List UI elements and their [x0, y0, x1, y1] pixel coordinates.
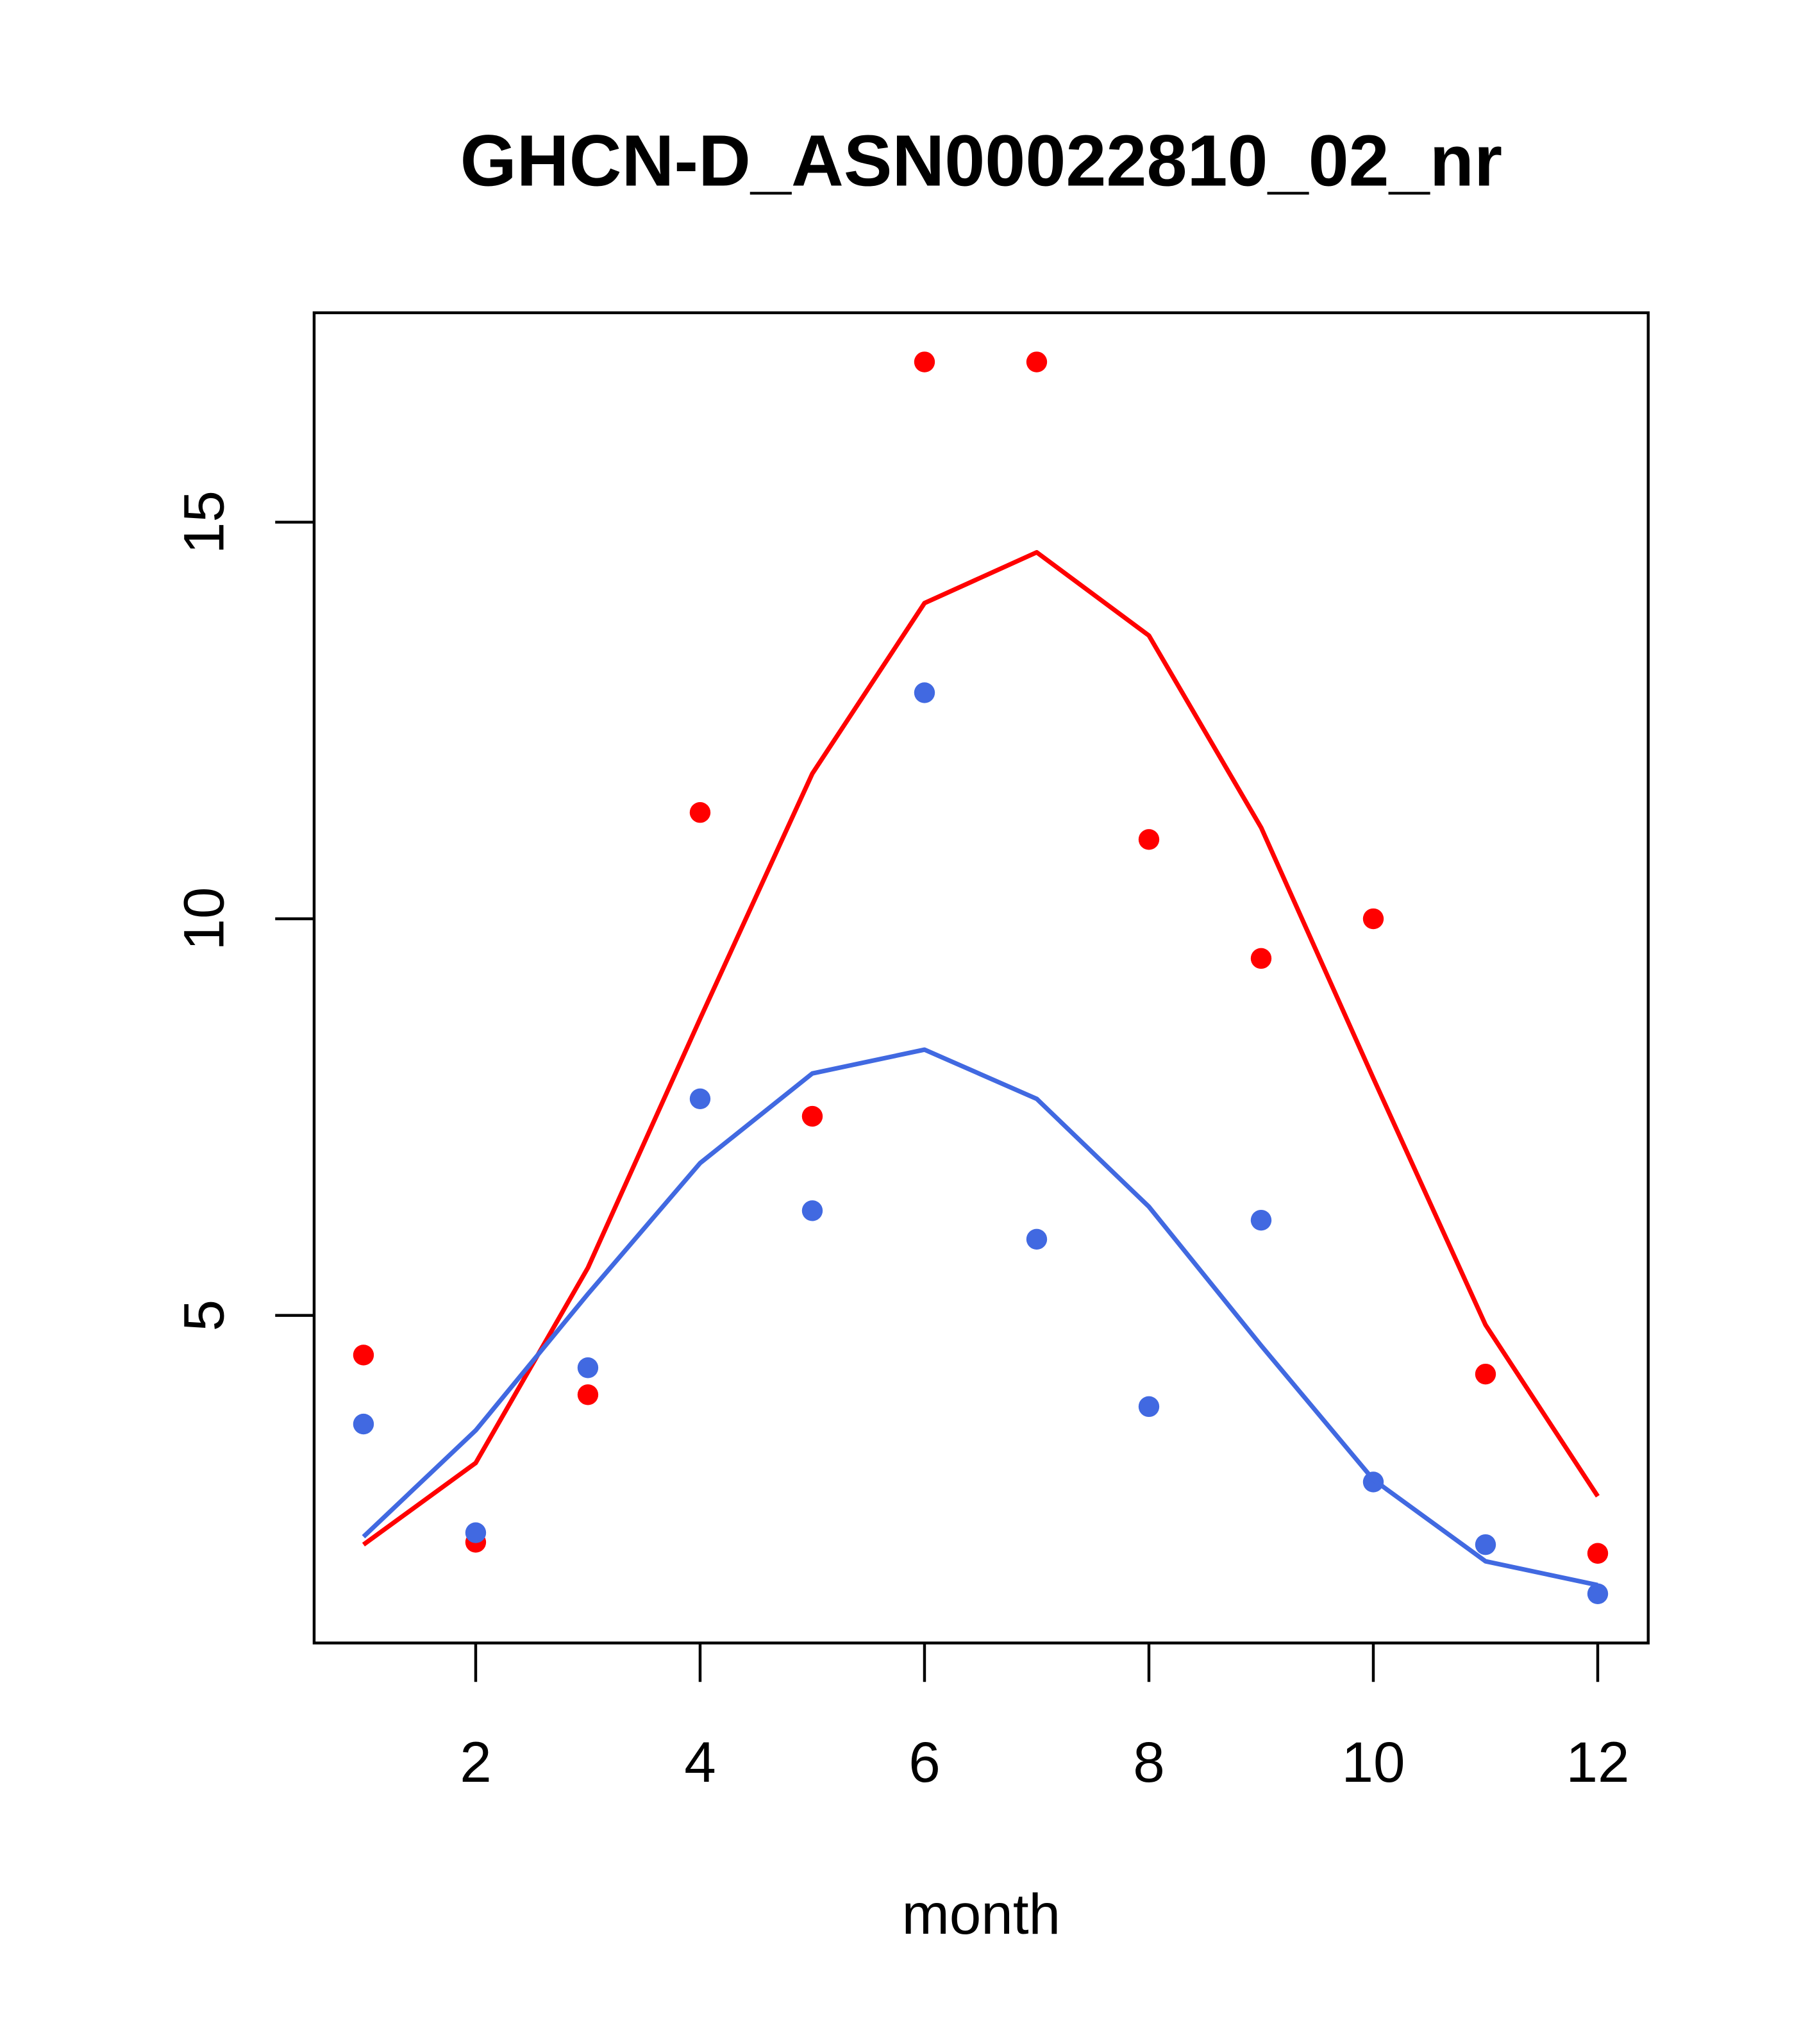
red-points-point-10 [1362, 908, 1384, 930]
red-points-point-12 [1587, 1543, 1609, 1564]
blue-points-point-3 [577, 1357, 599, 1378]
x-axis-label: month [902, 1882, 1061, 1946]
red-points-point-11 [1475, 1363, 1496, 1385]
x-tick-label: 2 [460, 1730, 492, 1794]
blue-points-point-1 [353, 1413, 374, 1435]
red-points-point-4 [689, 802, 711, 823]
red-points-point-6 [914, 351, 935, 373]
red-points-point-1 [353, 1345, 374, 1366]
blue-points-point-5 [801, 1200, 823, 1221]
plot-frame [312, 311, 1650, 1645]
blue-points-point-2 [465, 1522, 487, 1543]
x-tick-label: 10 [1341, 1730, 1405, 1794]
blue-points-point-12 [1587, 1583, 1609, 1605]
blue-points-point-7 [1026, 1228, 1048, 1250]
blue-points-point-11 [1475, 1534, 1496, 1555]
blue-points-point-4 [689, 1088, 711, 1110]
red-points-point-3 [577, 1384, 599, 1405]
x-tick-label: 8 [1133, 1730, 1165, 1794]
x-tick-label: 12 [1566, 1730, 1629, 1794]
x-axis: 2 4 6 8 10 12 [460, 1643, 1630, 1794]
y-axis: 5 10 15 [171, 490, 314, 1331]
y-tick-label: 10 [171, 887, 235, 950]
x-tick-label: 6 [908, 1730, 941, 1794]
red-points-point-5 [801, 1105, 823, 1127]
series-layer [353, 351, 1609, 1605]
y-tick-label: 5 [171, 1300, 235, 1332]
red-points-point-8 [1138, 829, 1160, 850]
blue-points-point-6 [914, 682, 935, 703]
x-tick-label: 4 [684, 1730, 716, 1794]
y-tick-label: 15 [171, 490, 235, 554]
red-line-series [362, 549, 1600, 1546]
blue-points-point-9 [1250, 1209, 1272, 1231]
red-points-point-7 [1026, 351, 1048, 373]
chart-title: GHCN-D_ASN00022810_02_nr [460, 120, 1502, 201]
blue-line-series [362, 1047, 1598, 1587]
red-points-point-9 [1250, 948, 1272, 969]
blue-points-point-8 [1138, 1396, 1160, 1418]
